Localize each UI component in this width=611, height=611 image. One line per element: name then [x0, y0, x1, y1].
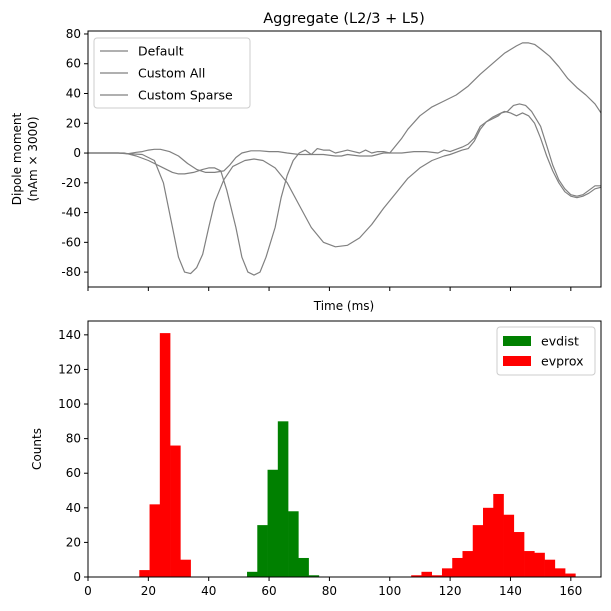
y-tick-label: -20 [61, 176, 81, 190]
y-tick-label: 80 [66, 432, 81, 446]
line-series-1 [88, 110, 601, 275]
legend-label: Custom Sparse [138, 88, 233, 103]
evprox-bar [421, 571, 433, 577]
evprox-bar [565, 573, 576, 577]
top-chart-series-lines [88, 42, 601, 276]
y-tick-label: 40 [66, 87, 81, 101]
bottom-chart-legend: evdist evprox [496, 326, 596, 376]
top-chart-legend-box [93, 37, 251, 109]
top-chart-ylabel-unit: (nAm × 3000) [26, 116, 40, 201]
evdist-bar [267, 469, 279, 577]
legend-label: Custom All [138, 66, 205, 81]
evprox-bar [524, 551, 535, 577]
evprox-bar [554, 568, 566, 577]
y-tick-label: 20 [66, 116, 81, 130]
legend-swatch [503, 356, 531, 366]
evdist-bar [308, 575, 320, 577]
top-chart-title: Aggregate (L2/3 + L5) [263, 11, 425, 27]
x-tick-label: 20 [141, 584, 156, 598]
top-chart-y-ticks: -80 -60 -40 -20 0 20 40 60 80 [61, 27, 88, 279]
y-tick-label: 140 [58, 328, 81, 342]
evprox-bar [170, 445, 181, 577]
evprox-bar [534, 552, 545, 577]
bottom-chart-x-ticks: 0 20 40 60 80 100 120 140 160 [84, 577, 582, 598]
legend-label: evdist [541, 334, 579, 349]
evprox-bar [493, 493, 504, 577]
top-chart-frame [87, 30, 602, 288]
evdist-bar [298, 557, 309, 577]
top-chart-x-ticks [87, 287, 572, 291]
x-tick-label: 100 [378, 584, 401, 598]
y-tick-label: -60 [61, 235, 81, 249]
y-tick-label: 120 [58, 362, 81, 376]
evprox-bar [180, 559, 191, 577]
x-tick-label: 80 [322, 584, 337, 598]
evprox-bar [149, 504, 161, 577]
evdist-bar [247, 571, 258, 577]
evprox-bar [472, 525, 484, 577]
y-tick-label: -40 [61, 206, 81, 220]
top-chart-ylabel: Dipole moment [10, 112, 24, 205]
y-tick-label: 100 [58, 397, 81, 411]
x-tick-label: 60 [261, 584, 276, 598]
evprox-bar [483, 507, 494, 577]
y-tick-label: 60 [66, 466, 81, 480]
x-tick-label: 120 [439, 584, 462, 598]
top-chart-xlabel: Time (ms) [313, 299, 375, 313]
y-tick-label: -80 [61, 265, 81, 279]
line-series-3 [88, 42, 601, 173]
evprox-bar [452, 557, 463, 577]
evdist-bar [277, 421, 289, 577]
legend-label: evprox [541, 354, 584, 369]
legend-swatch [503, 336, 531, 346]
top-chart-legend: Default Custom All Custom Sparse [93, 37, 251, 109]
x-tick-label: 40 [201, 584, 216, 598]
evprox-bar [462, 551, 474, 577]
y-tick-label: 40 [66, 501, 81, 515]
x-tick-label: 140 [499, 584, 522, 598]
y-tick-label: 0 [73, 570, 81, 584]
evprox-bar [431, 575, 443, 577]
evdist-bar [288, 511, 299, 577]
bottom-chart-frame [87, 320, 602, 578]
bottom-chart-ylabel: Counts [30, 428, 44, 470]
evprox-bar [411, 575, 422, 577]
evprox-bar [159, 333, 171, 577]
y-tick-label: 60 [66, 57, 81, 71]
evprox-bar [139, 570, 150, 577]
evprox-bar [441, 568, 453, 577]
x-tick-label: 160 [559, 584, 582, 598]
bottom-chart: 0 20 40 60 80 100 120 140 0 20 40 60 80 100 120 140 160… [30, 320, 602, 598]
evprox-bar [503, 514, 515, 577]
y-tick-label: 20 [66, 535, 81, 549]
bottom-chart-y-ticks: 0 20 40 60 80 100 120 140 [58, 328, 88, 584]
line-series-2 [88, 103, 601, 276]
y-tick-label: 80 [66, 27, 81, 41]
evprox-bar [513, 532, 525, 577]
x-tick-label: 0 [84, 584, 92, 598]
y-tick-label: 0 [73, 146, 81, 160]
top-chart: Aggregate (L2/3 + L5) -80 -60 -40 -20 0 20 40 6… [10, 11, 602, 313]
evdist-bar [257, 525, 268, 577]
evprox-bar [544, 559, 556, 577]
legend-label: Default [138, 44, 184, 59]
bottom-chart-bars [139, 333, 576, 577]
